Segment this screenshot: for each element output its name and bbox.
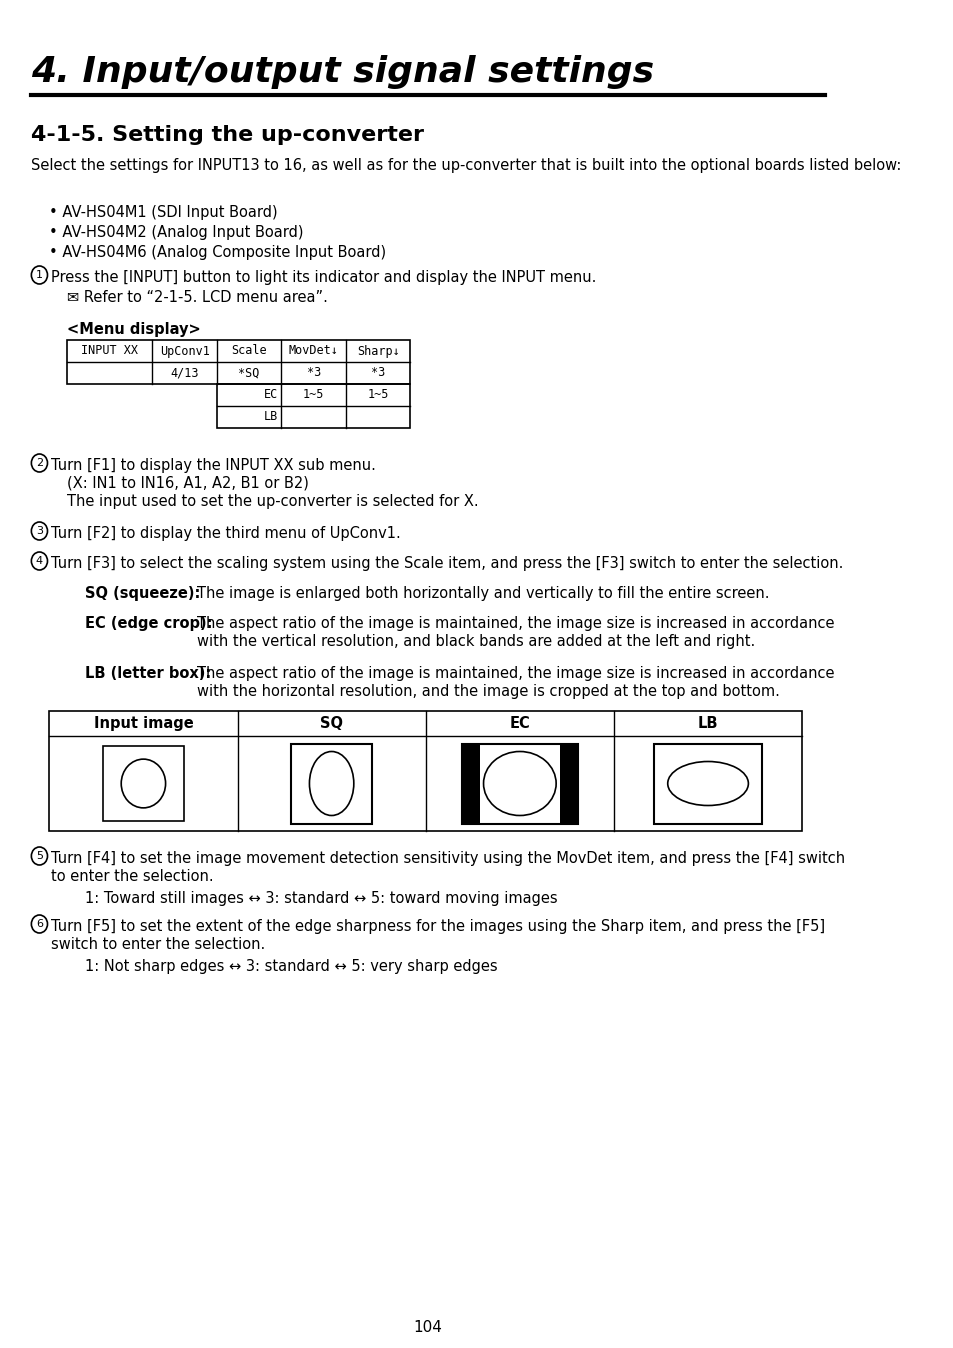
Text: The image is enlarged both horizontally and vertically to fill the entire screen: The image is enlarged both horizontally … bbox=[197, 586, 769, 601]
Text: SQ (squeeze):: SQ (squeeze): bbox=[85, 586, 200, 601]
Text: • AV-HS04M1 (SDI Input Board): • AV-HS04M1 (SDI Input Board) bbox=[50, 205, 277, 220]
Text: The aspect ratio of the image is maintained, the image size is increased in acco: The aspect ratio of the image is maintai… bbox=[197, 666, 834, 681]
Bar bbox=[291, 744, 372, 824]
Text: SQ: SQ bbox=[320, 716, 343, 731]
Text: 1: Not sharp edges ↔ 3: standard ↔ 5: very sharp edges: 1: Not sharp edges ↔ 3: standard ↔ 5: ve… bbox=[85, 958, 497, 975]
Text: Turn [F1] to display the INPUT XX sub menu.: Turn [F1] to display the INPUT XX sub me… bbox=[51, 458, 375, 473]
Text: *3: *3 bbox=[306, 367, 320, 380]
Text: 5: 5 bbox=[36, 851, 43, 861]
Bar bbox=[50, 710, 801, 830]
Text: LB: LB bbox=[697, 716, 718, 731]
Text: 104: 104 bbox=[413, 1320, 441, 1335]
Text: *SQ: *SQ bbox=[238, 367, 259, 380]
Text: <Menu display>: <Menu display> bbox=[67, 322, 201, 337]
Text: INPUT XX: INPUT XX bbox=[81, 345, 138, 357]
Text: with the vertical resolution, and black bands are added at the left and right.: with the vertical resolution, and black … bbox=[197, 634, 755, 648]
Text: EC: EC bbox=[509, 716, 530, 731]
Text: • AV-HS04M6 (Analog Composite Input Board): • AV-HS04M6 (Analog Composite Input Boar… bbox=[50, 245, 386, 260]
Text: 1~5: 1~5 bbox=[303, 388, 324, 402]
Text: 6: 6 bbox=[36, 919, 43, 929]
Text: with the horizontal resolution, and the image is cropped at the top and bottom.: with the horizontal resolution, and the … bbox=[197, 683, 780, 700]
Text: 4. Input/output signal settings: 4. Input/output signal settings bbox=[31, 55, 654, 89]
Text: UpConv1: UpConv1 bbox=[159, 345, 210, 357]
Text: 4/13: 4/13 bbox=[171, 367, 198, 380]
Text: 4: 4 bbox=[36, 555, 43, 566]
Text: 3: 3 bbox=[36, 526, 43, 537]
Bar bbox=[67, 340, 410, 384]
Text: 4-1-5. Setting the up-converter: 4-1-5. Setting the up-converter bbox=[31, 125, 424, 146]
Bar bbox=[654, 744, 761, 824]
Text: • AV-HS04M2 (Analog Input Board): • AV-HS04M2 (Analog Input Board) bbox=[50, 225, 303, 240]
Text: Turn [F5] to set the extent of the edge sharpness for the images using the Sharp: Turn [F5] to set the extent of the edge … bbox=[51, 919, 824, 934]
Text: Scale: Scale bbox=[232, 345, 267, 357]
Bar bbox=[461, 744, 578, 824]
Text: Press the [INPUT] button to light its indicator and display the INPUT menu.: Press the [INPUT] button to light its in… bbox=[51, 270, 596, 284]
Text: LB: LB bbox=[263, 411, 277, 423]
Text: Turn [F4] to set the image movement detection sensitivity using the MovDet item,: Turn [F4] to set the image movement dete… bbox=[51, 851, 844, 865]
Text: 1~5: 1~5 bbox=[367, 388, 389, 402]
Bar bbox=[461, 744, 479, 824]
Text: 1: Toward still images ↔ 3: standard ↔ 5: toward moving images: 1: Toward still images ↔ 3: standard ↔ 5… bbox=[85, 891, 558, 906]
Text: Input image: Input image bbox=[93, 716, 193, 731]
Text: LB (letter box):: LB (letter box): bbox=[85, 666, 212, 681]
Text: Sharp↓: Sharp↓ bbox=[356, 345, 399, 357]
Text: (X: IN1 to IN16, A1, A2, B1 or B2): (X: IN1 to IN16, A1, A2, B1 or B2) bbox=[67, 476, 309, 491]
Bar bbox=[559, 744, 578, 824]
Text: The aspect ratio of the image is maintained, the image size is increased in acco: The aspect ratio of the image is maintai… bbox=[197, 616, 834, 631]
Text: EC (edge crop):: EC (edge crop): bbox=[85, 616, 213, 631]
Text: *3: *3 bbox=[371, 367, 385, 380]
Text: 1: 1 bbox=[36, 270, 43, 280]
Text: switch to enter the selection.: switch to enter the selection. bbox=[51, 937, 265, 952]
Text: Turn [F2] to display the third menu of UpConv1.: Turn [F2] to display the third menu of U… bbox=[51, 526, 400, 541]
Text: MovDet↓: MovDet↓ bbox=[289, 345, 338, 357]
Bar bbox=[103, 745, 184, 821]
Text: The input used to set the up-converter is selected for X.: The input used to set the up-converter i… bbox=[67, 493, 478, 510]
Bar bbox=[216, 384, 410, 429]
Text: 2: 2 bbox=[36, 458, 43, 468]
Text: Select the settings for INPUT13 to 16, as well as for the up-converter that is b: Select the settings for INPUT13 to 16, a… bbox=[31, 158, 901, 173]
Text: to enter the selection.: to enter the selection. bbox=[51, 869, 213, 884]
Text: Turn [F3] to select the scaling system using the Scale item, and press the [F3] : Turn [F3] to select the scaling system u… bbox=[51, 555, 842, 572]
Text: ✉ Refer to “2-1-5. LCD menu area”.: ✉ Refer to “2-1-5. LCD menu area”. bbox=[67, 290, 328, 305]
Text: EC: EC bbox=[263, 388, 277, 402]
